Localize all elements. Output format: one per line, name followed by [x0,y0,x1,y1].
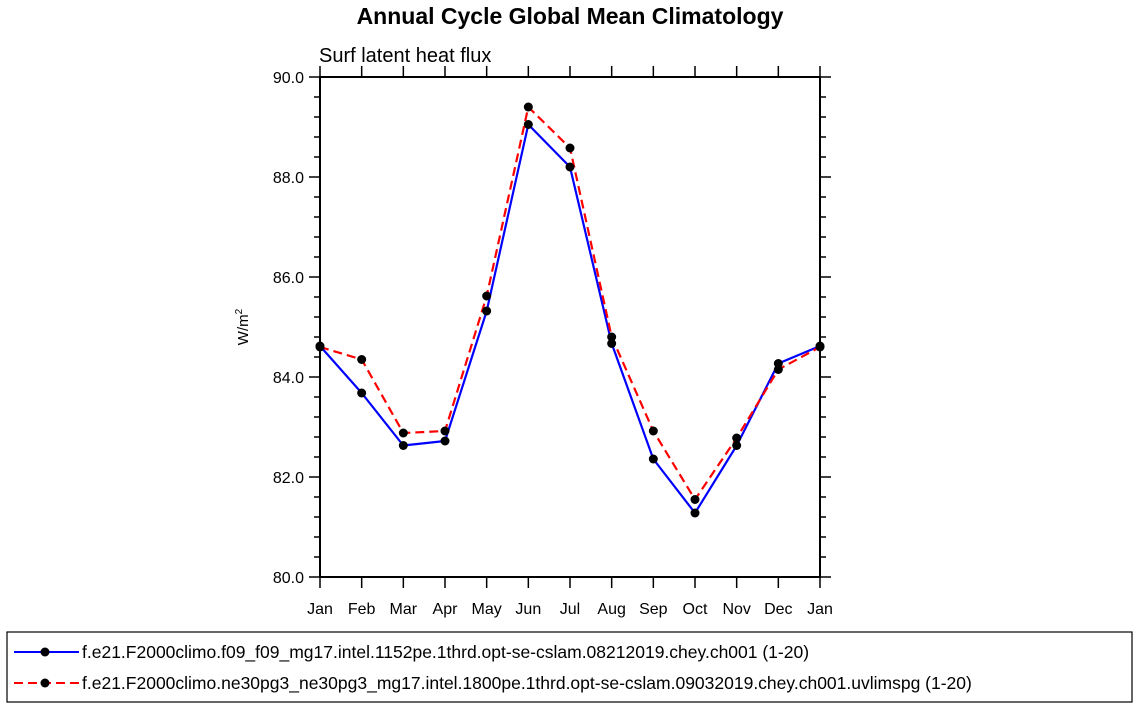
series-2-point [690,495,700,504]
series-2-point [648,426,658,436]
y-axis-label-text: W/m [235,314,252,345]
axis-ticks [309,66,831,588]
series-2-point [482,291,492,301]
series-2-point [315,342,325,352]
x-tick-label: Nov [722,601,750,618]
series-2-point [440,426,450,436]
x-tick-label: Sep [639,601,668,618]
series-2-point [398,428,408,438]
chart-subtitle: Surf latent heat flux [319,45,491,67]
x-tick-label: Feb [348,601,376,618]
y-axis-label: W/m2 [234,308,252,345]
x-tick-label: Aug [597,601,625,618]
y-tick-label: 84.0 [273,370,304,387]
y-tick-label: 80.0 [273,570,304,587]
series-1-point [482,306,492,316]
series-1-point [398,441,408,450]
series-1-point [523,120,533,129]
series-markers [315,102,825,518]
series-2-point [565,143,575,153]
y-axis-label-superscript: 2 [234,308,245,314]
x-tick-label: Jun [515,601,541,618]
x-tick-labels: Jan Feb Mar Apr May Jun Jul Aug Sep Oct Nov Dec Jan [307,601,833,618]
y-tick-label: 90.0 [273,70,304,87]
legend: f.e21.F2000climo.f09_f09_mg17.intel.1152… [6,631,1133,703]
series-2-point [773,365,783,374]
series-line-1 [319,123,821,515]
y-tick-labels: 80.0 82.0 84.0 86.0 88.0 90.0 [273,70,304,587]
series-1-point [648,454,658,464]
x-tick-label: Mar [390,601,418,618]
legend-label-1: f.e21.F2000climo.f09_f09_mg17.intel.1152… [82,642,809,663]
legend-box [6,631,1133,703]
series-1-point [690,508,700,518]
svg-text:W/m2: W/m2 [234,308,252,345]
series-2-point [732,433,742,443]
y-tick-label: 86.0 [273,270,304,287]
x-tick-label: Apr [433,601,459,618]
legend-marker-1 [40,647,50,657]
series-2-point [815,342,825,352]
series-1-point [565,162,575,172]
series-1-point [440,436,450,446]
chart-title: Annual Cycle Global Mean Climatology [357,3,784,29]
x-tick-label: Jan [307,601,333,618]
x-tick-label: Oct [683,601,708,618]
x-tick-label: Dec [764,601,792,618]
y-tick-label: 82.0 [273,470,304,487]
x-tick-label: Jan [807,601,833,618]
y-tick-label: 88.0 [273,170,304,187]
x-tick-label: May [472,601,502,618]
series-1-point [357,388,367,398]
legend-label-2: f.e21.F2000climo.ne30pg3_ne30pg3_mg17.in… [82,673,972,694]
series-1-point [607,339,617,348]
series-2-point [523,102,533,112]
series-1-point [732,441,742,450]
legend-marker-2 [40,678,50,688]
x-tick-label: Jul [560,601,580,618]
series-2-point [357,355,367,364]
series-2-point [607,332,617,342]
